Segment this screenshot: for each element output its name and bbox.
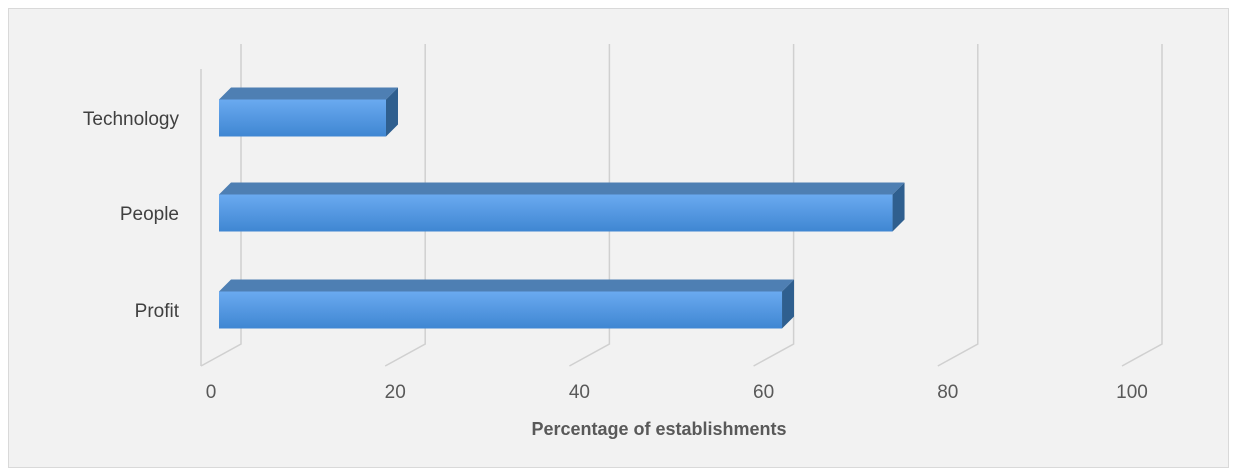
gridline: [1121, 44, 1163, 367]
chart-area: Profit People Technology 0 20 40 60 80 100 Perc…: [8, 8, 1229, 468]
bar-chart: Profit People Technology 0 20 40 60 80 100 Perc…: [83, 44, 1163, 439]
x-tick-label: 60: [753, 382, 774, 403]
bar-top-face: [219, 87, 398, 100]
category-labels: Profit People Technology: [83, 109, 180, 322]
x-tick-label: 40: [569, 382, 590, 403]
bar-front-face: [219, 194, 893, 232]
x-tick-label: 100: [1116, 382, 1148, 403]
x-tick-label: 20: [385, 382, 406, 403]
bar: [219, 279, 795, 329]
bar-side-face: [892, 182, 905, 232]
x-tick-label: 80: [937, 382, 958, 403]
x-axis-title: Percentage of establishments: [531, 419, 786, 439]
category-label: People: [120, 204, 179, 225]
gridline: [937, 44, 979, 367]
bar: [219, 182, 905, 232]
category-label: Profit: [135, 301, 180, 322]
bar: [219, 87, 398, 137]
bars: [219, 87, 905, 329]
bar-side-face: [385, 87, 398, 137]
category-label: Technology: [83, 109, 180, 130]
gridline: [569, 44, 611, 367]
bar-top-face: [219, 182, 905, 195]
bar-top-face: [219, 279, 795, 292]
bar-front-face: [219, 291, 783, 329]
bar-side-face: [782, 279, 795, 329]
bar-front-face: [219, 99, 386, 137]
x-tick-labels: 0 20 40 60 80 100: [206, 382, 1148, 403]
gridlines: [200, 44, 1163, 367]
x-tick-label: 0: [206, 382, 217, 403]
gridline: [200, 44, 242, 367]
gridline: [384, 44, 426, 367]
gridline: [753, 44, 795, 367]
